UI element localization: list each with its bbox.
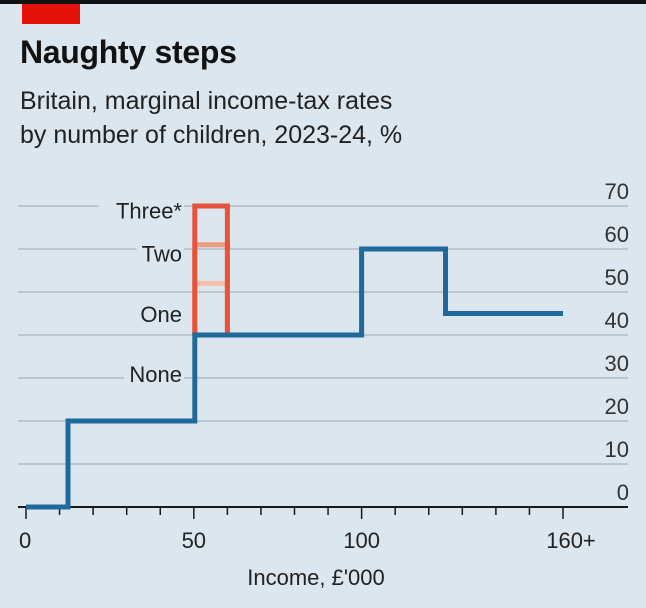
series-line-three bbox=[192, 203, 230, 335]
y-tick-label-0: 0 bbox=[617, 480, 629, 505]
series-label-three: Three* bbox=[116, 199, 182, 224]
y-tick-label-10: 10 bbox=[605, 437, 629, 462]
series-label-two: Two bbox=[142, 242, 182, 267]
chart-subtitle-line-2: by number of children, 2023-24, % bbox=[20, 121, 403, 149]
y-tick-label-20: 20 bbox=[605, 394, 629, 419]
y-tick-label-30: 30 bbox=[605, 351, 629, 376]
series-label-bg-three bbox=[99, 198, 184, 225]
series-label-bg-two bbox=[136, 241, 184, 268]
chart-subtitle: Britain, marginal income-tax rates by nu… bbox=[20, 84, 620, 152]
chart-title: Naughty steps bbox=[20, 34, 237, 70]
y-tick-label-60: 60 bbox=[605, 222, 629, 247]
series-label-bg-none bbox=[124, 362, 184, 388]
x-tick-label-160: 160+ bbox=[546, 528, 596, 553]
series-label-one: One bbox=[140, 302, 182, 327]
x-tick-label-0: 0 bbox=[19, 528, 31, 553]
y-tick-label-40: 40 bbox=[605, 308, 629, 333]
chart-subtitle-line-1: Britain, marginal income-tax rates bbox=[20, 87, 393, 115]
series-label-bg-one bbox=[136, 301, 184, 328]
series-line-none bbox=[26, 246, 563, 510]
brand-tab bbox=[22, 4, 80, 24]
top-rule bbox=[0, 0, 646, 4]
series-line-two bbox=[192, 242, 230, 335]
series-label-none: None bbox=[129, 362, 182, 387]
x-tick-label-100: 100 bbox=[343, 528, 380, 553]
x-tick-label-50: 50 bbox=[182, 528, 206, 553]
series-line-one bbox=[192, 280, 230, 335]
x-axis-label: Income, £'000 bbox=[247, 565, 385, 590]
y-tick-label-50: 50 bbox=[605, 265, 629, 290]
y-tick-label-70: 70 bbox=[605, 179, 629, 204]
